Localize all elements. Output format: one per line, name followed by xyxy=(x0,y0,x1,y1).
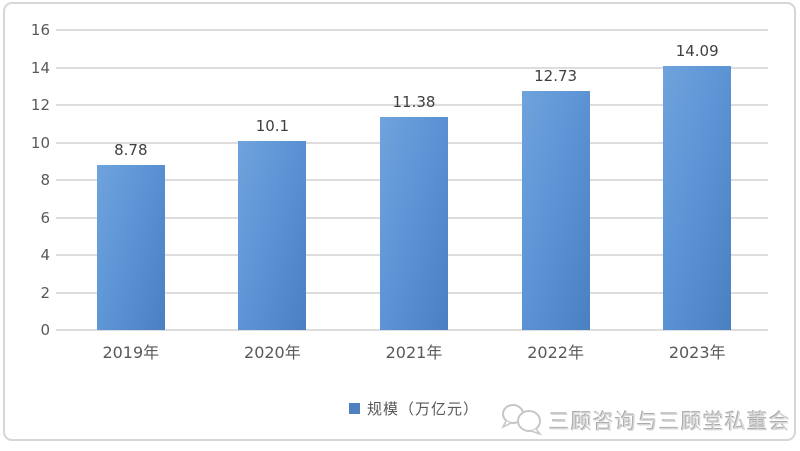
y-axis-tick-label: 8 xyxy=(40,171,50,189)
y-axis-tick-label: 2 xyxy=(40,283,50,302)
bar-value-label: 10.1 xyxy=(255,116,290,135)
bar-value-label: 11.38 xyxy=(392,92,436,111)
x-axis-category-label: 2020年 xyxy=(244,343,301,362)
gridline-y-12 xyxy=(56,104,768,106)
bar-2019年 xyxy=(96,165,165,330)
speech-bubbles-icon xyxy=(500,401,544,441)
x-axis-category-label: 2019年 xyxy=(102,343,160,362)
bar-2021年 xyxy=(380,116,448,330)
x-axis-category-label: 2023年 xyxy=(668,343,726,362)
watermark-text: 三顾咨询与三顾堂私董会 xyxy=(549,410,791,434)
bar-value-label: 14.09 xyxy=(675,41,719,60)
bar-value-label: 8.78 xyxy=(114,141,148,160)
bar-2022年 xyxy=(521,91,590,330)
chart-legend: 规模（万亿元） xyxy=(60,398,768,419)
gridline-y-16 xyxy=(56,29,768,31)
gridline-y-14 xyxy=(56,66,768,69)
legend-marker-swatch xyxy=(348,403,360,414)
bar-value-label: 12.73 xyxy=(534,67,578,86)
y-axis-tick-label: 16 xyxy=(30,21,50,39)
y-axis-tick-label: 4 xyxy=(40,246,50,264)
legend-label: 规模（万亿元） xyxy=(366,400,479,418)
bar-2023年 xyxy=(663,65,732,330)
gridline-y-0 xyxy=(56,329,768,331)
y-axis-tick-label: 12 xyxy=(30,96,50,114)
x-axis: 2019年 2020年 2021年 2022年 2023年 xyxy=(60,339,768,363)
x-axis-category-label: 2022年 xyxy=(527,343,584,362)
y-axis-tick-label: 10 xyxy=(30,133,50,152)
y-axis-tick-label: 6 xyxy=(40,208,50,227)
plot-area: 8.78 10.1 11.38 12.73 14.09 xyxy=(56,29,768,331)
y-axis-tick-label: 0 xyxy=(40,321,50,339)
y-axis: 0 2 4 6 8 10 12 14 16 xyxy=(0,21,50,339)
bar-2020年 xyxy=(238,140,307,330)
x-axis-category-label: 2021年 xyxy=(385,343,443,362)
watermark: 三顾咨询与三顾堂私董会 xyxy=(500,401,791,441)
y-axis-tick-label: 14 xyxy=(30,58,50,77)
